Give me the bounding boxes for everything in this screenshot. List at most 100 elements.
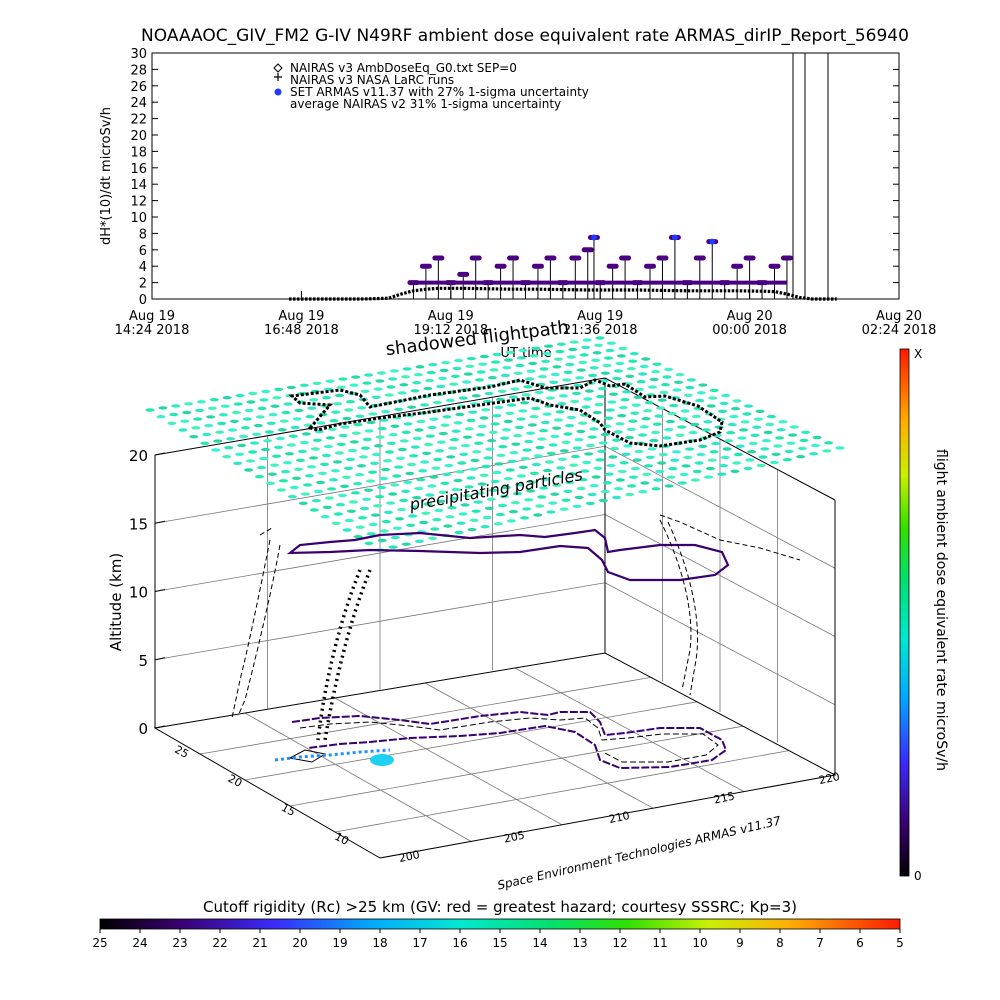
particle-dot [357,464,366,468]
particle-dot [563,432,573,436]
particle-dot [492,352,502,357]
particle-dot [246,459,256,463]
legend-dot-icon [274,88,282,96]
particle-dot [257,406,267,411]
rigidity-tick-label: 11 [652,936,667,950]
particle-dot [555,410,565,414]
particle-dot [576,429,586,434]
particle-dot [468,410,478,414]
floor-grid-line [424,682,654,809]
particle-dot [386,441,396,445]
particle-dot [743,466,753,471]
particle-dot [351,375,361,379]
particle-dot [597,449,607,453]
particle-dot [468,467,478,471]
particle-dot [526,431,536,435]
particle-dot [204,423,214,428]
x-tick-label: Aug 19 [428,309,474,324]
particle-dot [471,394,481,398]
particle-dot [364,373,374,377]
particle-dot [484,506,494,510]
particle-dot [244,468,254,472]
particle-dot [651,370,661,374]
particle-dot [327,427,337,431]
particle-dot [440,423,450,427]
particle-dot [550,372,560,377]
particle-dot [634,449,644,454]
particle-dot [594,343,604,347]
particle-dot [255,415,265,419]
x-tick-label: 21:36 2018 [563,323,638,338]
particle-dot [423,442,433,447]
particle-dot [542,352,552,356]
particle-dot [520,516,530,520]
particle-dot [448,446,458,450]
altitude-tick-label: 15 [129,515,148,533]
particle-dot [276,488,286,492]
particle-dot [539,486,549,490]
particle-dot [353,535,363,539]
particle-dot [595,336,605,340]
particle-dot [766,414,776,419]
particle-dot [290,425,300,430]
particle-dot [605,408,615,412]
particle-dot [775,436,784,440]
particle-dot [277,428,287,432]
particle-dot [474,441,484,445]
particle-dot [529,471,539,475]
particle-dot [722,447,732,451]
armas-peak-point [590,234,597,241]
particle-dot [620,398,630,402]
particle-dot [727,422,737,427]
particle-dot [390,424,400,428]
particle-dot [428,536,438,540]
particle-dot [425,434,435,438]
rigidity-tick-label: 23 [172,936,187,950]
particle-dot [453,421,463,425]
particle-dot [427,425,437,430]
climb-trace [237,544,281,717]
particle-dot [617,469,627,474]
particle-dot [355,414,365,418]
particle-dot [685,385,695,390]
particle-dot [537,495,547,499]
legend-plus-icon [274,73,282,81]
grid-line [154,582,606,661]
particle-dot [366,532,376,536]
particle-dot [171,404,181,408]
particle-dot [432,400,442,405]
particle-dot [340,484,349,488]
particle-dot [623,444,633,448]
ground-dots [274,748,391,762]
latitude-tick-label: 15 [279,801,297,819]
particle-dot [614,487,623,491]
particle-dot [381,410,391,414]
rigidity-colorbar-title: Cutoff rigidity (Rc) >25 km (GV: red = g… [203,898,797,916]
y-tick-label: 6 [139,244,147,259]
particle-dot [481,408,491,412]
particle-dot [261,389,271,394]
particle-dot [632,458,642,462]
particle-dot [491,360,501,364]
particle-dot [592,410,602,415]
rigidity-tick-label: 18 [372,936,387,950]
particle-dot [514,483,524,487]
particle-dot [576,486,586,491]
particle-dot [556,342,566,346]
particle-dot [371,395,381,399]
particle-dot [351,491,360,495]
particle-dot [442,472,452,477]
particle-dot [438,376,447,381]
particle-dot [778,420,788,424]
particle-dot [222,396,232,400]
particle-dot [462,380,472,384]
altitude-tick-label: 5 [138,652,148,670]
particle-dot [622,390,632,394]
particle-dot [191,426,201,430]
dose-colorbar-fill [899,348,910,877]
particle-dot [371,513,380,517]
particle-dot [552,365,562,369]
particle-dot [761,439,771,443]
particle-dot [686,378,696,382]
particle-dot [731,407,740,411]
